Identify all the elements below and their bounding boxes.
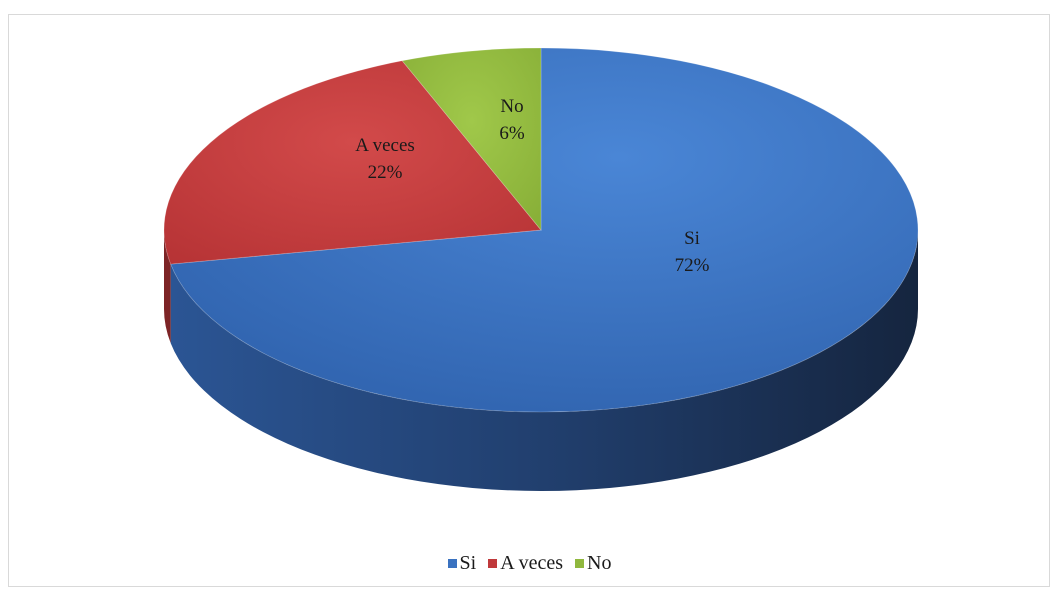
data-label-name-si: Si bbox=[684, 228, 700, 249]
data-label-value-no: 6% bbox=[499, 123, 525, 144]
legend-swatch-no bbox=[575, 559, 584, 568]
legend-label-a-veces: A veces bbox=[500, 552, 563, 574]
legend-item-a-veces[interactable]: A veces bbox=[488, 552, 563, 575]
data-label-name-no: No bbox=[500, 96, 523, 117]
legend-swatch-si bbox=[447, 559, 457, 568]
legend-item-si[interactable]: Si bbox=[447, 552, 477, 575]
data-label-name-a-veces: A veces bbox=[355, 135, 415, 156]
data-label-value-a-veces: 22% bbox=[368, 162, 403, 183]
data-label-value-si: 72% bbox=[675, 255, 710, 276]
pie-slice-no[interactable] bbox=[401, 47, 542, 232]
legend-label-no: No bbox=[587, 552, 612, 574]
pie-slice-a-veces[interactable] bbox=[163, 60, 542, 265]
legend-label-si: Si bbox=[459, 552, 477, 574]
pie-side-a-veces bbox=[164, 230, 171, 344]
legend: Si A veces No bbox=[0, 552, 1059, 575]
pie-slice-si[interactable] bbox=[170, 47, 919, 413]
legend-swatch-a-veces bbox=[488, 559, 498, 568]
legend-item-no[interactable]: No bbox=[575, 552, 611, 575]
pie-side-si bbox=[170, 230, 918, 492]
